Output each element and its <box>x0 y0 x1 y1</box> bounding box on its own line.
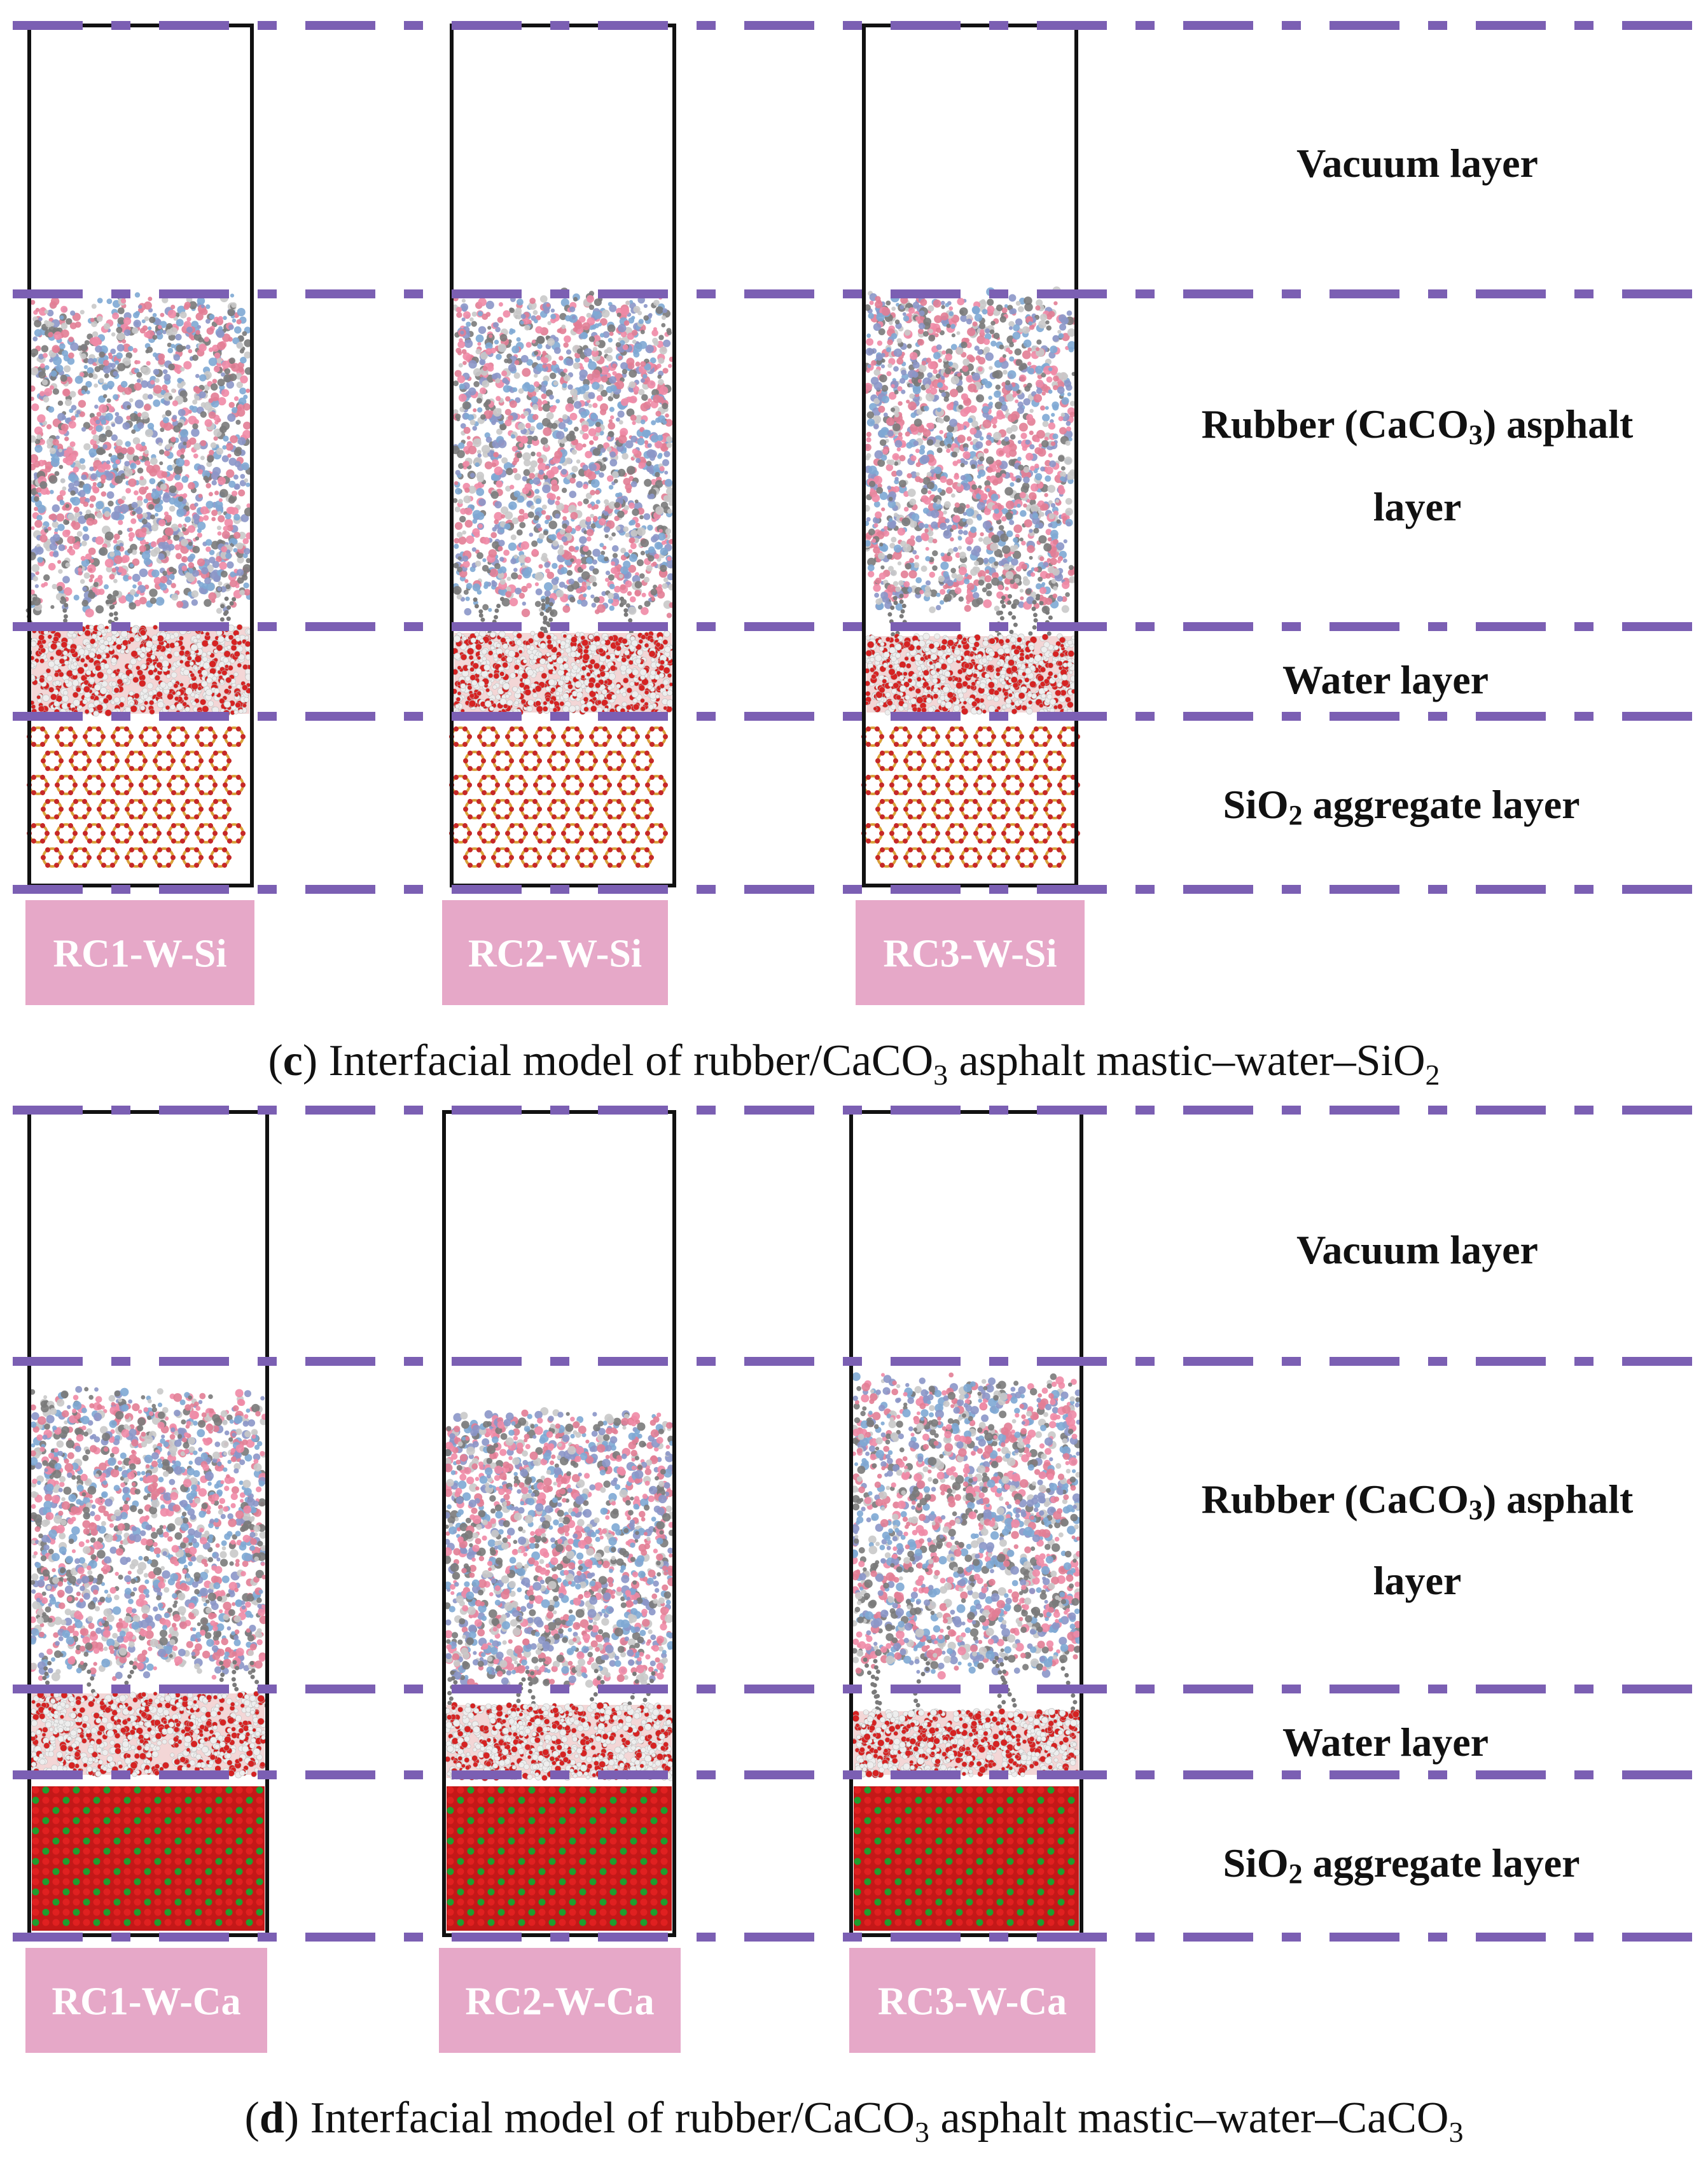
panel_c-tag-1: RC1-W-Si <box>25 900 254 1005</box>
panel_c-aggregate-lattice-3 <box>861 726 1080 881</box>
asphalt-layer-label-d-line2: layer <box>1373 1558 1462 1603</box>
panel_c-aggregate-lattice-2 <box>449 726 672 881</box>
panel_d-water-molecules-1 <box>29 1690 267 1778</box>
water-layer-label-c: Water layer <box>1282 657 1489 702</box>
panel_c-water-molecules-2 <box>452 630 674 716</box>
panel_c-asphalt-atoms-3 <box>862 286 1078 656</box>
panel_d-tag-label-3: RC3-W-Ca <box>878 1980 1067 2024</box>
vacuum-layer-label-c: Vacuum layer <box>1296 141 1538 186</box>
panel_c-asphalt-atoms-1 <box>26 292 253 655</box>
panel_d-tag-1: RC1-W-Ca <box>25 1948 267 2053</box>
panel_c-tag-label-1: RC1-W-Si <box>53 933 226 976</box>
panel_d-aggregate-lattice-3 <box>854 1786 1079 1931</box>
panel_c-aggregate-lattice-1 <box>27 726 249 881</box>
asphalt-layer-label-c-line2: layer <box>1373 484 1462 529</box>
panel_c-tag-label-2: RC2-W-Si <box>468 933 642 976</box>
panel_d-asphalt-atoms-2 <box>443 1407 676 1727</box>
panel_d-water-molecules-2 <box>445 1702 674 1781</box>
vacuum-layer-label-d: Vacuum layer <box>1296 1227 1538 1272</box>
panel_d-water-molecules-3 <box>852 1708 1081 1778</box>
panel_d-tag-3: RC3-W-Ca <box>849 1948 1095 2053</box>
panel_d-tag-2: RC2-W-Ca <box>439 1948 681 2053</box>
panel-d-layer-labels: Vacuum layer Rubber (CaCO3) asphalt laye… <box>1202 1227 1634 1889</box>
caption-c: (c) Interfacial model of rubber/CaCO3 as… <box>0 1036 1708 1092</box>
panel_d-tag-label-2: RC2-W-Ca <box>465 1980 654 2024</box>
panel_d-tag-label-1: RC1-W-Ca <box>52 1980 240 2024</box>
panel-c-layer-labels: Vacuum layer Rubber (CaCO3) asphalt laye… <box>1202 141 1634 831</box>
panel_c-water-molecules-1 <box>29 623 253 716</box>
water-layer-label-d: Water layer <box>1282 1720 1489 1765</box>
asphalt-layer-label-d-line1: Rubber (CaCO3) asphalt <box>1202 1477 1634 1525</box>
aggregate-layer-label-d: SiO2 aggregate layer <box>1223 1840 1580 1889</box>
asphalt-layer-label-c-line1: Rubber (CaCO3) asphalt <box>1202 401 1634 450</box>
panel_d-asphalt-atoms-1 <box>27 1386 268 1723</box>
panel_c-tag-2: RC2-W-Si <box>442 900 668 1005</box>
aggregate-layer-label-c: SiO2 aggregate layer <box>1223 782 1580 831</box>
panel_c-asphalt-atoms-2 <box>451 288 674 655</box>
panel_d-aggregate-lattice-1 <box>32 1786 265 1931</box>
panel_d-asphalt-atoms-3 <box>850 1372 1083 1721</box>
panel_c-tag-3: RC3-W-Si <box>856 900 1085 1005</box>
caption-d: (d) Interfacial model of rubber/CaCO3 as… <box>0 2093 1708 2149</box>
panel_d-aggregate-lattice-2 <box>447 1786 672 1931</box>
panel_c-water-molecules-3 <box>864 633 1077 715</box>
panel_c-tag-label-3: RC3-W-Si <box>883 933 1057 976</box>
